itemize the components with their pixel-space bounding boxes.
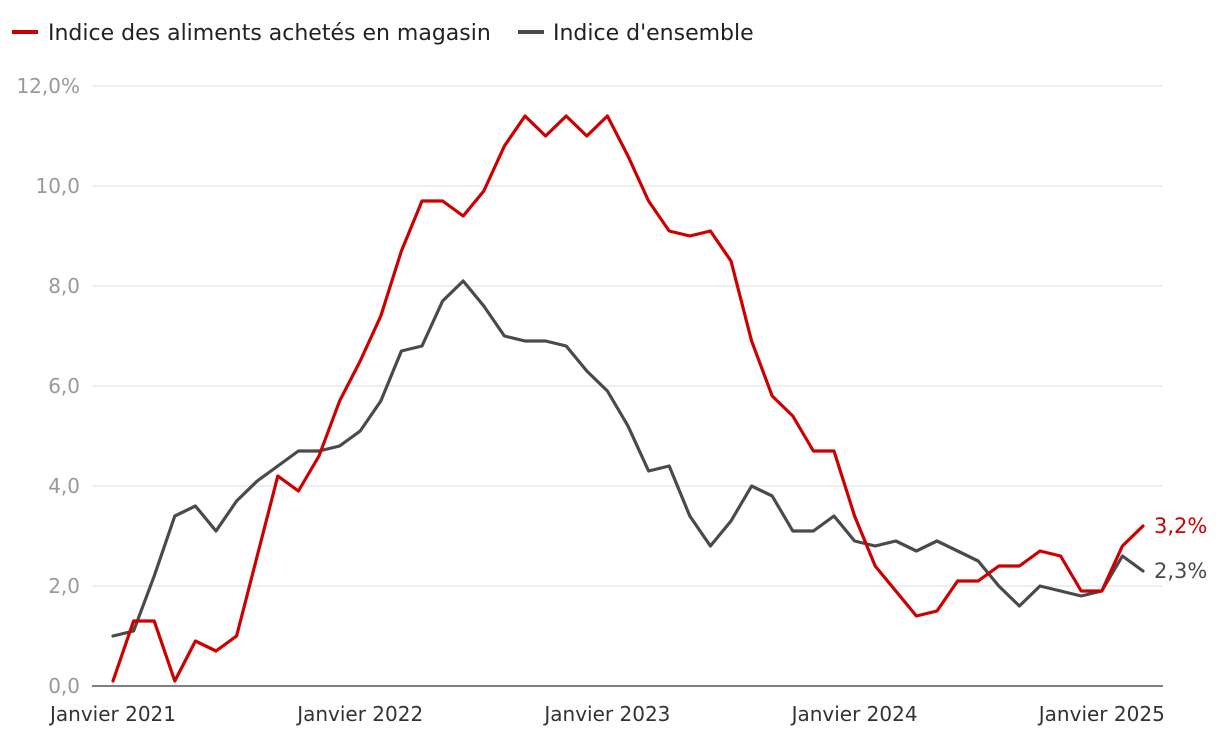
y-tick-label: 6,0 <box>48 374 80 398</box>
y-tick-label: 12,0% <box>16 74 80 98</box>
legend-item-food: Indice des aliments achetés en magasin <box>12 21 491 46</box>
x-tick-label: Janvier 2023 <box>542 702 670 726</box>
y-tick-label: 10,0 <box>35 174 80 198</box>
end-labels: 3,2% 2,3% <box>1154 514 1207 583</box>
x-tick-label: Janvier 2021 <box>48 702 176 726</box>
series-line-food <box>111 114 1145 683</box>
legend: Indice des aliments achetés en magasin I… <box>12 21 754 46</box>
legend-item-all-items: Indice d'ensemble <box>518 21 754 46</box>
end-label-food: 3,2% <box>1154 514 1207 538</box>
x-axis-tick-labels: Janvier 2021 Janvier 2022 Janvier 2023 Janv… <box>48 702 1165 726</box>
y-axis-tick-labels: 0,0 2,0 4,0 6,0 8,0 10,0 12,0% <box>16 74 80 698</box>
series-line-all-items <box>111 279 1145 638</box>
x-tick-label: Janvier 2022 <box>295 702 423 726</box>
y-tick-label: 8,0 <box>48 274 80 298</box>
legend-label-all-items: Indice d'ensemble <box>553 21 754 46</box>
x-tick-label: Janvier 2024 <box>790 702 918 726</box>
gridlines <box>92 85 1163 587</box>
legend-label-food: Indice des aliments achetés en magasin <box>48 21 491 46</box>
series-lines <box>111 114 1145 683</box>
y-tick-label: 2,0 <box>48 574 80 598</box>
x-tick-label: Janvier 2025 <box>1037 702 1165 726</box>
y-tick-label: 4,0 <box>48 474 80 498</box>
y-tick-label: 0,0 <box>48 674 80 698</box>
end-label-all-items: 2,3% <box>1154 559 1207 583</box>
